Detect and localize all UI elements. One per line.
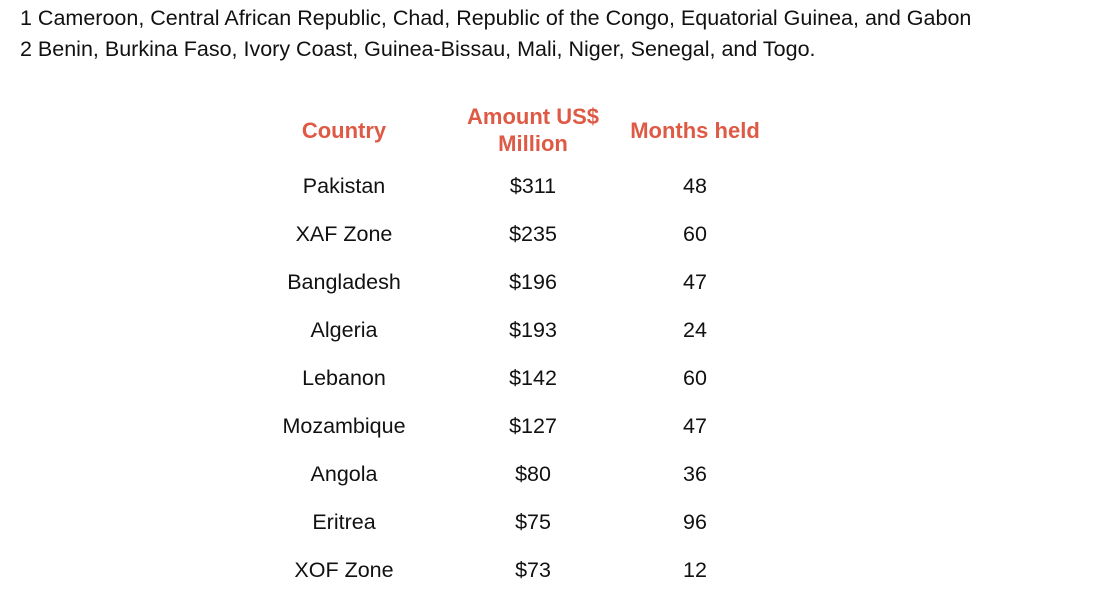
header-amount: Amount US$ Million bbox=[444, 102, 622, 158]
header-months-held: Months held bbox=[630, 117, 760, 143]
table-row: XAF Zone $235 60 bbox=[244, 210, 768, 258]
cell-amount: $80 bbox=[515, 461, 551, 486]
cell-amount: $73 bbox=[515, 557, 551, 582]
footnote-1: 1 Cameroon, Central African Republic, Ch… bbox=[20, 6, 972, 30]
cell-country: Lebanon bbox=[302, 365, 386, 390]
blocked-funds-table-container: Country Amount US$ Million Months held P… bbox=[244, 102, 768, 594]
cell-months-held: 12 bbox=[683, 557, 707, 582]
table-row: Angola $80 36 bbox=[244, 450, 768, 498]
cell-amount: $75 bbox=[515, 509, 551, 534]
table-row: Lebanon $142 60 bbox=[244, 354, 768, 402]
table-body: Pakistan $311 48 XAF Zone $235 60 Bangladesh $1… bbox=[244, 158, 768, 594]
header-amount-line1: Amount US$ bbox=[467, 104, 599, 129]
table-row: Eritrea $75 96 bbox=[244, 498, 768, 546]
cell-country: XAF Zone bbox=[295, 221, 393, 246]
cell-months-held: 47 bbox=[683, 413, 707, 438]
blocked-funds-table: Country Amount US$ Million Months held P… bbox=[244, 102, 768, 594]
cell-months-held: 96 bbox=[683, 509, 707, 534]
cell-amount: $311 bbox=[509, 173, 557, 198]
cell-country: XOF Zone bbox=[294, 557, 394, 582]
header-country: Country bbox=[301, 117, 387, 143]
cell-amount: $142 bbox=[509, 365, 557, 390]
cell-months-held: 47 bbox=[683, 269, 707, 294]
cell-amount: $193 bbox=[509, 317, 557, 342]
table-row: Mozambique $127 47 bbox=[244, 402, 768, 450]
table-row: Pakistan $311 48 bbox=[244, 158, 768, 210]
cell-country: Pakistan bbox=[302, 173, 386, 198]
cell-months-held: 60 bbox=[683, 365, 707, 390]
table-header-row: Country Amount US$ Million Months held bbox=[244, 102, 768, 158]
table-row: Bangladesh $196 47 bbox=[244, 258, 768, 306]
cell-country: Eritrea bbox=[312, 509, 376, 534]
cell-country: Algeria bbox=[310, 317, 378, 342]
table-header: Country Amount US$ Million Months held bbox=[244, 102, 768, 158]
cell-amount: $235 bbox=[509, 221, 557, 246]
table-row: Algeria $193 24 bbox=[244, 306, 768, 354]
cell-country: Bangladesh bbox=[287, 269, 401, 294]
cell-months-held: 60 bbox=[683, 221, 707, 246]
footnotes: 1 Cameroon, Central African Republic, Ch… bbox=[20, 3, 971, 65]
cell-months-held: 36 bbox=[683, 461, 707, 486]
cell-amount: $196 bbox=[509, 269, 557, 294]
cell-months-held: 48 bbox=[683, 173, 707, 198]
footnote-2: 2 Benin, Burkina Faso, Ivory Coast, Guin… bbox=[20, 37, 816, 61]
cell-amount: $127 bbox=[509, 413, 557, 438]
cell-country: Angola bbox=[310, 461, 378, 486]
table-row: XOF Zone $73 12 bbox=[244, 546, 768, 594]
cell-country: Mozambique bbox=[282, 413, 406, 438]
header-amount-line2: Million bbox=[498, 131, 568, 156]
cell-months-held: 24 bbox=[683, 317, 707, 342]
